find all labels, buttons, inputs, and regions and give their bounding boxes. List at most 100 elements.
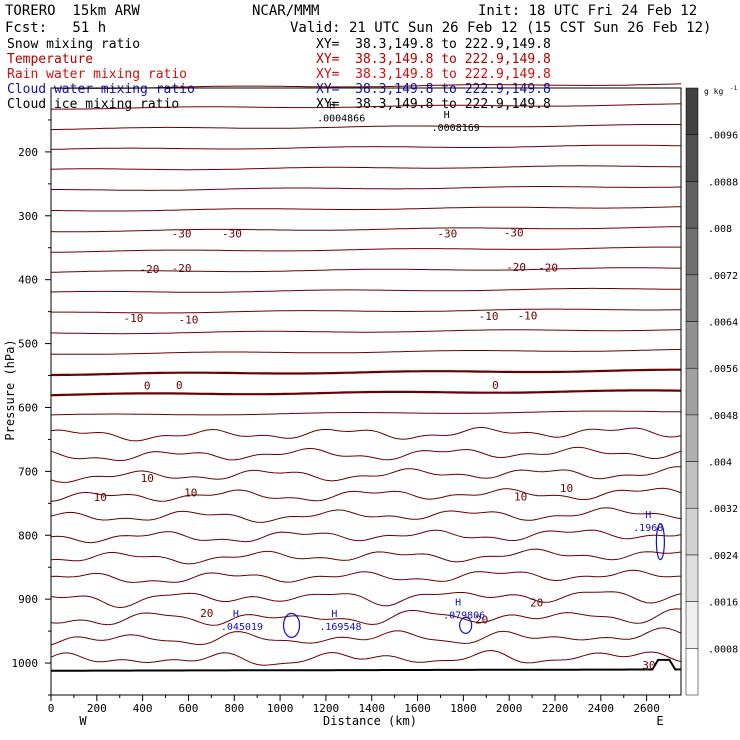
colorbar-tick-label: .0056	[708, 364, 738, 375]
y-tick-label: 600	[18, 401, 38, 414]
field-name-snow: Snow mixing ratio	[7, 37, 141, 52]
contour-label: -20	[140, 263, 160, 276]
isotherm-line	[50, 548, 682, 565]
isotherm-line	[50, 608, 682, 626]
max-value-label: .1968	[633, 523, 663, 534]
isotherm-line	[50, 466, 682, 483]
contour-label: 30	[642, 659, 655, 672]
contour-label: -30	[172, 228, 192, 241]
x-tick-label: 1400	[358, 702, 385, 715]
isotherm-line	[51, 186, 682, 191]
max-marker: H	[645, 510, 651, 521]
x-tick-label: 0	[48, 702, 55, 715]
isotherm-line	[50, 389, 682, 397]
isotherm-line	[51, 103, 682, 110]
colorbar-tick-label: .0072	[708, 271, 738, 282]
max-value-label: .0008169	[432, 123, 480, 134]
axes: 0 200 400 600 800 1000 1200 1400 1600 1800 2000 220…	[12, 119, 671, 715]
isotherm-line	[50, 165, 681, 171]
contour-label: -20	[506, 261, 526, 274]
isotherm-line	[50, 649, 682, 666]
x-tick-label: 600	[179, 702, 199, 715]
cloud-water-contour	[459, 616, 473, 634]
colorbar-tick-label: .004	[708, 458, 732, 469]
contour-label: -30	[504, 226, 524, 239]
isotherm-line	[50, 267, 682, 273]
colorbar-bin	[685, 507, 699, 556]
x-tick-label: 1800	[450, 702, 477, 715]
x-tick-label: 2200	[542, 702, 569, 715]
contour-label: 10	[514, 490, 527, 503]
colorbar-bin	[685, 554, 699, 602]
field-name-rain: Rain water mixing ratio	[7, 67, 188, 82]
colorbar-bin	[685, 648, 699, 696]
plot-frame	[50, 87, 682, 696]
y-tick-label: 700	[18, 465, 38, 478]
west-label: W	[79, 714, 87, 728]
isotherm-contours	[50, 83, 682, 672]
x-tick-label: 200	[87, 702, 107, 715]
y-axis-label: Pressure (hPa)	[3, 339, 17, 440]
x-tick-label: 400	[133, 702, 153, 715]
contour-label: 0	[176, 379, 183, 392]
x-tick-label: 2400	[588, 702, 615, 715]
colorbar-unit-exponent: -1	[730, 85, 738, 92]
valid-time: Valid: 21 UTC Sun 26 Feb 12 (15 CST Sun …	[290, 20, 712, 36]
contour-label: 0	[492, 379, 499, 392]
max-marker: H	[444, 110, 450, 121]
isotherm-line	[51, 206, 682, 212]
max-marker: H	[455, 597, 461, 608]
colorbar-unit: g kg	[704, 87, 723, 96]
field-name-cloud-ice: Cloud ice mixing ratio	[7, 97, 180, 112]
contour-label: -30	[437, 228, 457, 241]
x-tick-label: 2600	[633, 702, 660, 715]
contour-label: 10	[184, 486, 197, 499]
field-name-cloud-water: Cloud water mixing ratio	[7, 82, 195, 97]
colorbar-bin	[685, 461, 699, 509]
isotherm-line	[50, 410, 681, 416]
isotherm-line	[50, 529, 682, 544]
y-tick-label: 300	[18, 210, 38, 223]
isotherm-line	[50, 446, 682, 462]
max-marker: H	[233, 609, 239, 620]
max-marker: H	[331, 609, 337, 620]
contour-label: -10	[124, 312, 144, 325]
max-marker: H	[329, 100, 335, 111]
east-label: E	[656, 714, 663, 728]
isotherm-line	[50, 144, 682, 150]
contour-label: -10	[479, 310, 499, 323]
x-axis-label: Distance (km)	[323, 714, 417, 728]
isotherm-line	[50, 348, 682, 355]
x-tick-label: 1200	[313, 702, 340, 715]
isotherm-line	[51, 368, 681, 377]
colorbar: .0008 .0016 .0024 .0032 .004 .0048 .0056 .0064.…	[685, 87, 738, 696]
x-tick-label: 2000	[496, 702, 523, 715]
cloud-water-contour	[282, 612, 301, 638]
isotherm-line	[51, 308, 681, 314]
isotherm-line	[51, 246, 681, 253]
colorbar-bin	[685, 414, 699, 462]
colorbar-bin	[685, 134, 699, 182]
colorbar-tick-label: .0008	[708, 644, 738, 655]
colorbar-tick-label: .0024	[708, 551, 738, 562]
colorbar-bin	[685, 274, 699, 322]
max-value-label: .169548	[319, 622, 361, 633]
colorbar-bin	[685, 87, 699, 135]
isotherm-line	[50, 507, 682, 523]
y-tick-label: 400	[18, 274, 38, 287]
y-tick-label: 1000	[12, 657, 39, 670]
isotherm-line	[50, 627, 682, 646]
isotherm-line	[50, 124, 682, 131]
contour-label: 0	[144, 380, 151, 393]
y-tick-label: 800	[18, 529, 38, 542]
colorbar-bin	[685, 181, 699, 229]
isotherm-line	[50, 569, 682, 583]
isotherm-line	[50, 287, 681, 293]
colorbar-bin	[685, 321, 699, 369]
contour-label: 20	[530, 596, 543, 609]
contour-labels: -30 -30 -30 -30 -20 -20 -20 -20 -10 -10 -10 -10 0 0 0 1…	[94, 100, 664, 672]
colorbar-tick-label: .008	[708, 224, 732, 235]
contour-label: -20	[538, 262, 558, 275]
cloud-water-contours	[282, 523, 665, 638]
